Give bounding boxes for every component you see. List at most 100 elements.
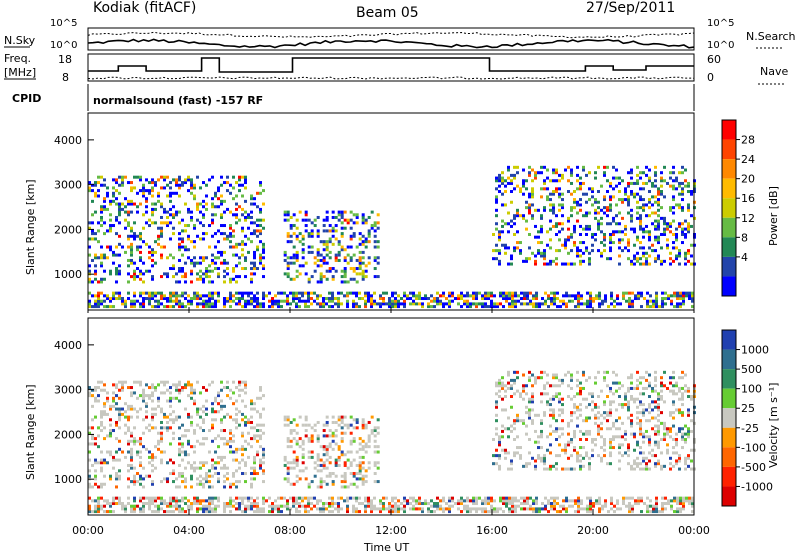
power-cell <box>334 224 338 228</box>
velocity-cell <box>484 507 487 511</box>
velocity-cell <box>397 510 400 514</box>
velocity-cell <box>513 437 516 441</box>
power-cell <box>546 230 549 234</box>
power-cell <box>627 171 630 175</box>
power-cell <box>214 267 217 271</box>
power-cell <box>640 291 643 295</box>
power-cell <box>525 179 528 183</box>
velocity-cell <box>340 507 343 511</box>
power-cell <box>511 291 514 295</box>
power-cell <box>592 299 595 303</box>
power-cell <box>558 230 561 234</box>
velocity-cell <box>690 429 693 433</box>
velocity-cell <box>574 499 577 503</box>
power-cell <box>627 211 630 215</box>
velocity-cell <box>594 381 597 385</box>
power-cell <box>367 256 371 260</box>
velocity-cell <box>610 496 613 500</box>
power-cell <box>343 210 347 214</box>
power-cell <box>594 216 597 220</box>
power-cell <box>103 277 106 281</box>
power-cell <box>525 206 528 210</box>
velocity-cell <box>325 466 329 470</box>
velocity-cell <box>313 466 317 470</box>
velocity-cell <box>130 466 133 470</box>
power-cell <box>573 262 576 266</box>
power-cell <box>355 245 359 249</box>
velocity-cell <box>391 499 394 503</box>
power-cell <box>651 203 654 207</box>
velocity-cell <box>232 499 235 503</box>
velocity-cell <box>178 453 181 457</box>
velocity-cell <box>181 510 184 514</box>
power-cell <box>133 302 136 306</box>
power-cell <box>337 218 341 222</box>
power-cell <box>286 267 290 271</box>
velocity-cell <box>136 453 139 457</box>
velocity-cell <box>501 376 504 380</box>
velocity-cell <box>298 469 302 473</box>
velocity-cell <box>142 399 145 403</box>
power-cell <box>172 264 175 268</box>
velocity-cell <box>652 510 655 514</box>
power-cell <box>97 240 100 244</box>
power-cell <box>442 305 445 309</box>
power-cell <box>283 299 286 303</box>
velocity-cell <box>142 485 145 489</box>
power-cell <box>364 221 368 225</box>
power-cell <box>97 189 100 193</box>
power-cell <box>103 256 106 260</box>
velocity-cell <box>648 405 651 409</box>
velocity-cell <box>558 378 561 382</box>
power-cell <box>166 305 169 309</box>
power-cell <box>202 302 205 306</box>
power-cell <box>337 213 341 217</box>
power-cell <box>549 208 552 212</box>
power-cell <box>495 179 498 183</box>
velocity-cell <box>226 502 229 506</box>
velocity-cell <box>579 429 582 433</box>
velocity-cell <box>612 446 615 450</box>
power-cell <box>370 224 374 228</box>
power-cell <box>645 257 648 261</box>
power-cell <box>681 198 684 202</box>
velocity-cell <box>349 482 353 486</box>
velocity-cell <box>238 461 241 465</box>
velocity-cell <box>657 408 660 412</box>
velocity-cell <box>292 496 295 500</box>
velocity-cell <box>577 507 580 511</box>
power-cell <box>175 299 178 303</box>
velocity-cell <box>585 454 588 458</box>
power-cell <box>525 227 528 231</box>
power-cell <box>139 256 142 260</box>
velocity-cell <box>145 410 148 414</box>
velocity-cell <box>220 455 223 459</box>
power-cell <box>376 245 380 249</box>
velocity-cell <box>262 507 265 511</box>
power-cell <box>507 168 510 172</box>
power-cell <box>226 237 229 241</box>
velocity-cell <box>169 510 172 514</box>
velocity-cell <box>232 458 235 462</box>
velocity-cell <box>232 472 235 476</box>
nave-tick-top: 60 <box>707 53 721 66</box>
velocity-cell <box>618 416 621 420</box>
power-cell <box>139 202 142 206</box>
power-cell <box>649 294 652 298</box>
velocity-cell <box>679 502 682 506</box>
power-cell <box>633 195 636 199</box>
velocity-cell <box>304 477 308 481</box>
power-cell <box>616 297 619 301</box>
velocity-cell <box>472 496 475 500</box>
power-cell <box>160 234 163 238</box>
velocity-cell <box>193 399 196 403</box>
power-cell <box>142 297 145 301</box>
power-cell <box>235 275 238 279</box>
velocity-cell <box>322 429 326 433</box>
power-cell <box>457 294 460 298</box>
power-cell <box>130 186 133 190</box>
power-cell <box>585 173 588 177</box>
velocity-cell <box>292 437 296 441</box>
velocity-cell <box>576 405 579 409</box>
power-cell <box>490 302 493 306</box>
